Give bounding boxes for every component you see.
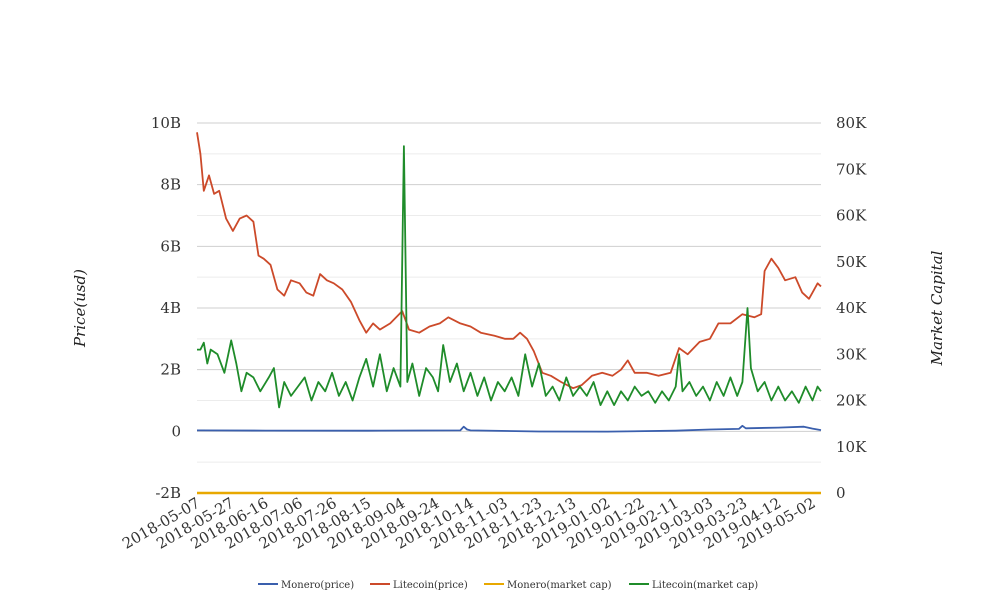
y-left-tick-label: -2B	[155, 484, 181, 502]
y-left-tick-label: 6B	[160, 237, 181, 255]
chart-series	[196, 132, 822, 495]
series-line-litecoin-price	[196, 132, 822, 390]
y-right-tick-label: 70K	[836, 160, 867, 178]
y-right-tick-label: 60K	[836, 207, 867, 225]
legend-label: Litecoin(market cap)	[652, 580, 758, 591]
legend-label: Litecoin(price)	[393, 580, 468, 591]
legend-label: Monero(price)	[281, 580, 354, 591]
y-left-tick-label: 2B	[160, 361, 181, 379]
y-left-tick-label: 10B	[151, 114, 181, 132]
y-left-tick-label: 0	[171, 422, 181, 440]
y-right-tick-label: 80K	[836, 114, 867, 132]
grid-lines	[197, 122, 821, 494]
y-axis-left-title: Price(usd)	[71, 269, 89, 348]
y-right-tick-label: 40K	[836, 299, 867, 317]
y-right-tick-label: 10K	[836, 438, 867, 456]
y-axis-right-ticks: 0 10K 20K 30K 40K 50K 60K 70K 80K	[836, 114, 867, 502]
series-line-monero-price	[196, 424, 822, 433]
y-axis-left-ticks: -2B 0 2B 4B 6B 8B 10B	[151, 114, 181, 502]
legend-label: Monero(market cap)	[507, 580, 612, 591]
series-line-litecoin-market-cap	[197, 145, 822, 409]
y-left-tick-label: 4B	[160, 299, 181, 317]
y-right-tick-label: 0	[836, 484, 846, 502]
y-axis-right-title: Market Capital	[928, 250, 946, 366]
chart-legend: Monero(price) Litecoin(price) Monero(marke…	[258, 580, 758, 591]
y-left-tick-label: 8B	[160, 176, 181, 194]
y-right-tick-label: 20K	[836, 392, 867, 410]
x-axis-ticks: 2018-05-072018-05-272018-06-162018-07-06…	[119, 494, 818, 553]
y-right-tick-label: 30K	[836, 345, 867, 363]
y-right-tick-label: 50K	[836, 253, 867, 271]
